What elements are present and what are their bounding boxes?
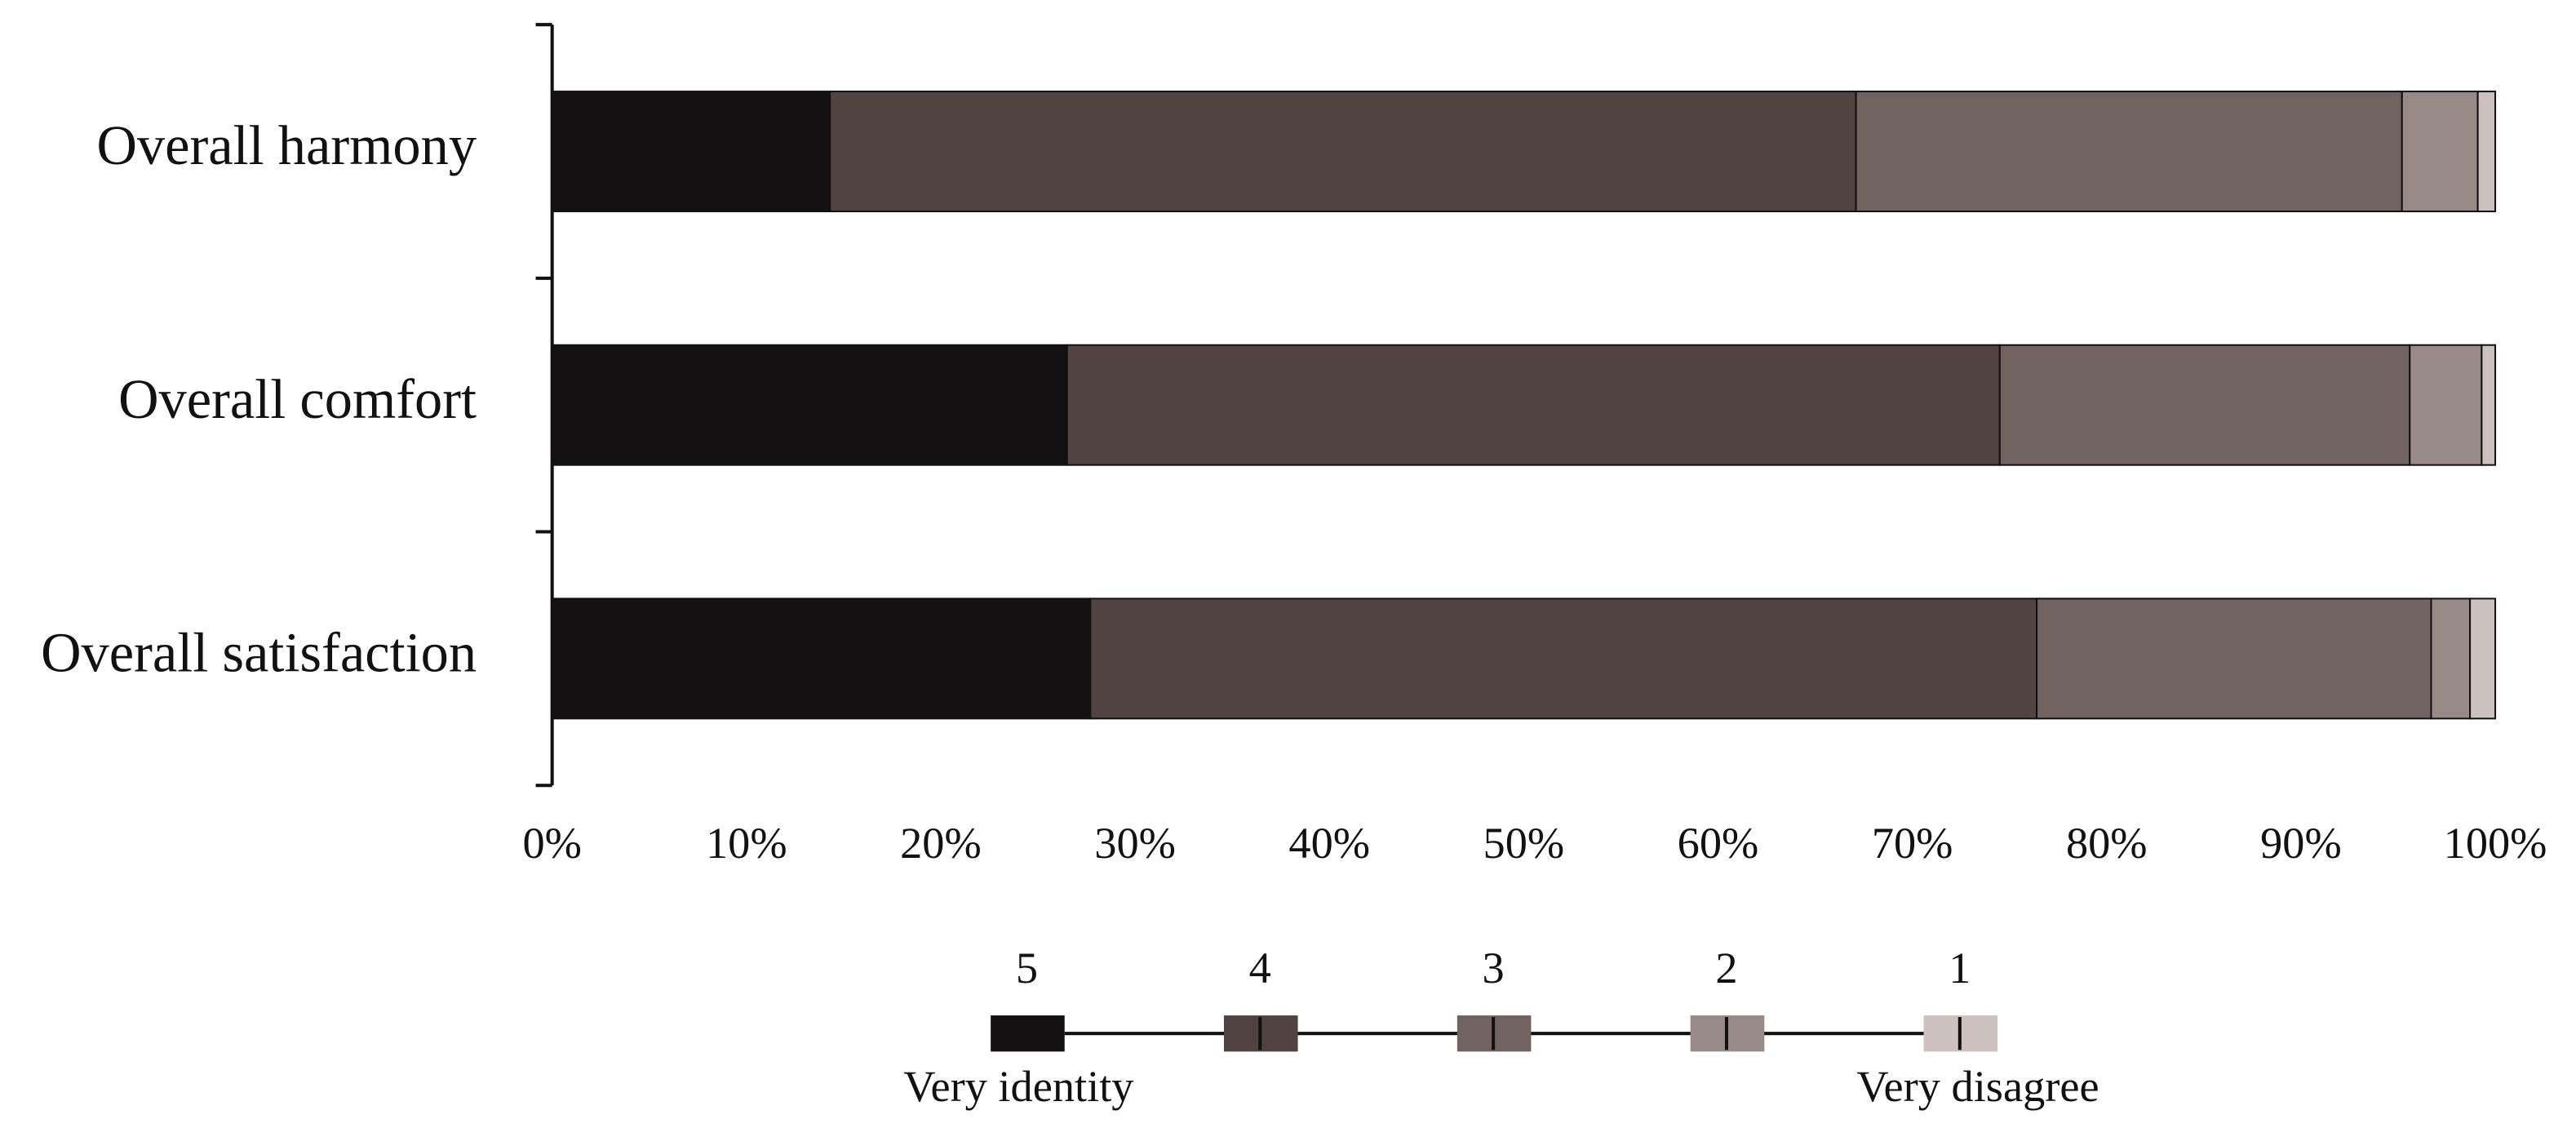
x-tick-label: 100%: [2444, 819, 2547, 868]
bar-segment: [1998, 344, 2411, 466]
x-tick-label: 60%: [1678, 819, 1759, 868]
x-tick-label: 70%: [1872, 819, 1953, 868]
legend-label: 5: [1016, 944, 1038, 993]
bar-segment: [1066, 344, 2001, 466]
bar-segment: [2401, 91, 2479, 213]
bar-segment: [829, 91, 1857, 213]
x-tick-label: 50%: [1483, 819, 1565, 868]
x-tick-label: 40%: [1288, 819, 1370, 868]
bar-segment: [2036, 597, 2432, 720]
x-tick-label: 0%: [522, 819, 581, 868]
bar-segment: [2430, 597, 2472, 720]
bar-segment: [551, 91, 831, 213]
category-label: Overall satisfaction: [41, 622, 477, 684]
bar-segment: [551, 597, 1092, 720]
legend-label: 3: [1483, 944, 1505, 993]
bar-segment: [2409, 344, 2483, 466]
legend-start-label: Very identity: [903, 1062, 1133, 1111]
bar-segment: [1855, 91, 2403, 213]
category-label: Overall harmony: [96, 114, 477, 176]
x-tick-label: 20%: [900, 819, 982, 868]
x-tick-label: 10%: [706, 819, 787, 868]
bar-segment: [551, 344, 1068, 466]
legend-end-label: Very disagree: [1856, 1062, 2099, 1111]
legend-swatch: [991, 1015, 1065, 1052]
category-label: Overall comfort: [118, 368, 477, 430]
legend-label: 1: [1949, 944, 1971, 993]
bar-segment: [2476, 91, 2497, 213]
legend-label: 4: [1249, 944, 1271, 993]
bar-segment: [1089, 597, 2038, 720]
x-tick-label: 90%: [2260, 819, 2342, 868]
bar-segment: [2469, 597, 2497, 720]
legend-label: 2: [1715, 944, 1737, 993]
x-tick-label: 30%: [1094, 819, 1176, 868]
x-tick-label: 80%: [2066, 819, 2148, 868]
bar-segment: [2481, 344, 2497, 466]
